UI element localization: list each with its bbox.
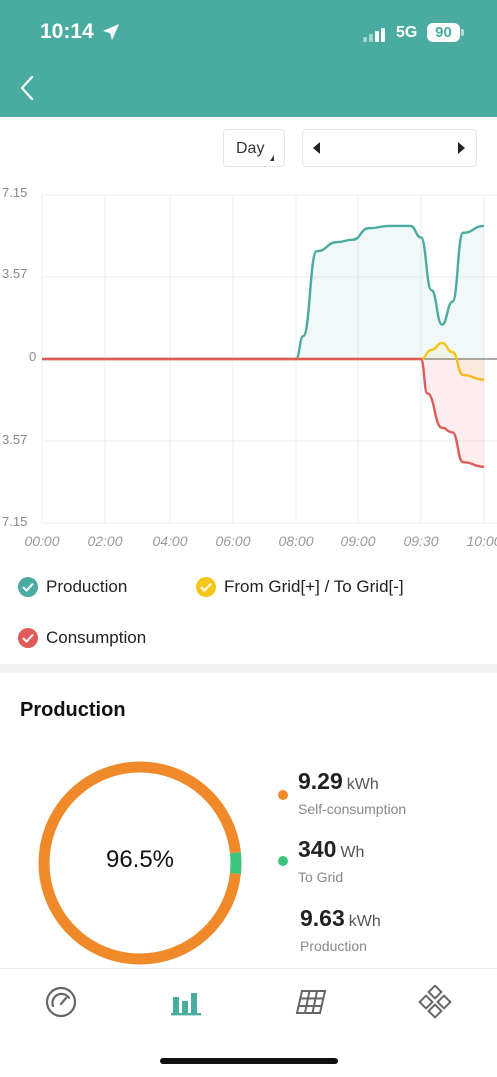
stat-label: Self-consumption <box>298 801 407 817</box>
section-divider <box>0 664 497 673</box>
period-select[interactable]: Day <box>223 129 285 167</box>
legend-label: From Grid[+] / To Grid[-] <box>224 577 404 596</box>
series-area <box>42 359 484 467</box>
donut-percent: 96.5% <box>105 846 175 873</box>
battery-icon: 90 <box>427 23 460 42</box>
status-dot <box>278 790 288 800</box>
donut-self-consumption-arc <box>38 761 242 965</box>
y-tick-label: 7.15 <box>2 185 28 200</box>
app-header: 10:14 5G 90 <box>0 0 497 117</box>
chart-plot: 00:00 02:00 04:00 06:00 08:00 09:00 09:30 10:00 <box>24 194 497 549</box>
check-icon <box>196 577 216 597</box>
stat-value: 9.29 <box>298 768 343 794</box>
x-tick-label: 09:30 <box>403 533 438 549</box>
stat-to-grid: 340 Wh To Grid <box>278 836 365 885</box>
legend-grid[interactable]: From Grid[+] / To Grid[-] <box>196 577 404 597</box>
x-tick-label: 04:00 <box>152 533 187 549</box>
stat-production: 9.63 kWh Production <box>300 905 381 954</box>
x-tick-label: 08:00 <box>278 533 313 549</box>
dropdown-caret-icon <box>270 155 274 161</box>
production-title: Production <box>20 699 126 721</box>
y-tick-label: 7.15 <box>2 514 28 529</box>
y-tick-label: 0 <box>29 349 37 364</box>
home-indicator <box>160 1058 338 1064</box>
energy-chart: 7.15 3.57 0 3.57 7.15 00:00 02:00 04:00 06:… <box>0 180 497 550</box>
stat-unit: Wh <box>340 844 365 861</box>
devices-grid-icon[interactable] <box>418 985 452 1019</box>
previous-date-icon[interactable] <box>313 142 320 154</box>
check-icon <box>18 577 38 597</box>
stat-unit: kWh <box>348 913 381 930</box>
stat-self-consumption: 9.29 kWh Self-consumption <box>278 768 407 817</box>
legend-consumption[interactable]: Consumption <box>18 628 146 648</box>
cell-signal-icon <box>363 26 385 42</box>
gauge-icon[interactable] <box>44 985 78 1019</box>
network-type: 5G <box>396 24 418 41</box>
y-tick-label: 3.57 <box>2 432 28 447</box>
production-donut <box>38 761 242 965</box>
next-date-icon[interactable] <box>458 142 465 154</box>
stat-label: Production <box>300 938 367 954</box>
stat-value: 9.63 <box>300 905 345 931</box>
location-arrow-icon <box>103 24 119 40</box>
series-area <box>42 342 484 380</box>
bar-chart-icon[interactable] <box>170 985 204 1019</box>
x-tick-label: 02:00 <box>87 533 122 549</box>
stat-unit: kWh <box>346 776 379 793</box>
status-time: 10:14 <box>40 20 94 43</box>
status-dot <box>278 856 288 866</box>
x-tick-label: 10:00 <box>466 533 497 549</box>
series-line <box>42 224 485 361</box>
date-navigator <box>302 129 477 167</box>
stat-label: To Grid <box>298 869 344 885</box>
legend-label: Production <box>46 577 128 596</box>
y-tick-label: 3.57 <box>2 266 28 281</box>
battery-tip <box>461 29 464 36</box>
series-area <box>42 225 484 359</box>
x-tick-label: 09:00 <box>340 533 375 549</box>
series-line <box>42 357 485 469</box>
x-tick-label: 00:00 <box>24 533 59 549</box>
solar-panel-icon[interactable] <box>294 985 328 1019</box>
donut-to-grid-arc <box>38 761 242 965</box>
back-chevron-icon[interactable] <box>16 74 40 102</box>
x-tick-label: 06:00 <box>215 533 250 549</box>
legend-label: Consumption <box>46 628 147 647</box>
stat-value: 340 <box>298 836 337 862</box>
legend-production[interactable]: Production <box>18 577 127 597</box>
check-icon <box>18 628 38 648</box>
